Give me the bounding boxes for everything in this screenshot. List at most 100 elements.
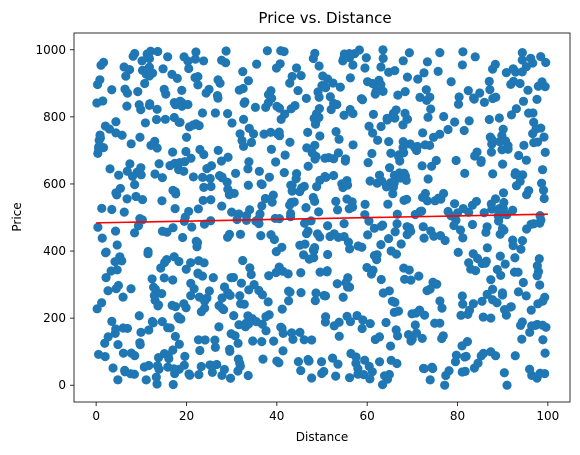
scatter-point	[400, 274, 410, 284]
scatter-point	[510, 351, 520, 361]
scatter-point	[345, 316, 356, 327]
scatter-point	[464, 305, 475, 315]
scatter-point	[274, 262, 284, 272]
scatter-point	[226, 329, 236, 339]
scatter-point	[239, 299, 249, 309]
scatter-point	[236, 278, 246, 288]
scatter-point	[125, 159, 135, 169]
scatter-point	[216, 156, 227, 166]
scatter-point	[210, 335, 220, 345]
scatter-point	[501, 68, 511, 78]
scatter-point	[384, 163, 395, 173]
scatter-point	[152, 104, 162, 114]
scatter-point	[412, 141, 422, 152]
scatter-point	[208, 273, 218, 283]
scatter-point	[499, 368, 509, 378]
scatter-point	[461, 351, 471, 361]
scatter-point	[308, 192, 318, 203]
scatter-point	[538, 335, 548, 345]
scatter-point	[540, 292, 550, 302]
scatter-point	[399, 195, 409, 205]
scatter-point	[532, 94, 542, 105]
scatter-point	[365, 374, 375, 384]
scatter-point	[418, 222, 428, 232]
scatter-point	[402, 72, 413, 82]
scatter-point	[446, 77, 456, 87]
scatter-point	[368, 109, 379, 119]
scatter-point	[499, 305, 510, 315]
scatter-point	[358, 315, 368, 325]
scatter-point	[110, 328, 120, 338]
scatter-point	[151, 372, 161, 382]
scatter-point	[451, 155, 461, 166]
scatter-point	[477, 296, 487, 306]
scatter-point	[246, 137, 257, 148]
scatter-point	[111, 188, 121, 198]
scatter-point	[310, 48, 320, 58]
scatter-point	[378, 220, 388, 230]
scatter-point	[239, 98, 249, 108]
scatter-point	[414, 305, 425, 315]
scatter-point	[127, 171, 138, 182]
scatter-point	[378, 53, 388, 63]
scatter-point	[316, 357, 327, 367]
scatter-point	[488, 169, 498, 179]
scatter-point	[213, 145, 223, 155]
scatter-point	[153, 46, 163, 57]
y-tick-label: 600	[43, 177, 66, 191]
scatter-point	[245, 205, 255, 215]
scatter-point	[344, 204, 354, 214]
scatter-point	[384, 67, 394, 77]
scatter-point	[257, 319, 267, 329]
scatter-point	[96, 60, 106, 70]
scatter-point	[150, 169, 160, 179]
scatter-point	[535, 368, 545, 378]
scatter-point	[443, 124, 453, 135]
scatter-point	[406, 336, 416, 346]
scatter-point	[458, 233, 468, 243]
scatter-point	[277, 304, 287, 314]
scatter-point	[264, 310, 274, 320]
scatter-point	[139, 362, 149, 372]
scatter-point	[365, 176, 375, 186]
scatter-point	[122, 194, 132, 204]
scatter-point	[118, 323, 128, 333]
scatter-point	[263, 90, 274, 100]
scatter-point	[487, 134, 497, 144]
scatter-point	[376, 80, 386, 90]
scatter-point	[363, 158, 373, 168]
scatter-point	[214, 322, 224, 332]
scatter-point	[235, 229, 246, 239]
scatter-point	[114, 170, 124, 180]
scatter-point	[170, 302, 181, 312]
scatter-point	[470, 151, 480, 161]
scatter-point	[382, 115, 392, 125]
scatter-point	[248, 129, 259, 139]
scatter-point	[537, 77, 547, 87]
scatter-point	[198, 195, 208, 206]
scatter-point	[396, 239, 406, 249]
scatter-point	[186, 153, 196, 163]
scatter-point	[422, 57, 433, 67]
scatter-point	[410, 209, 420, 220]
scatter-point	[323, 249, 333, 260]
scatter-point	[238, 141, 249, 151]
scatter-point	[278, 346, 288, 356]
scatter-point	[233, 354, 243, 364]
scatter-point	[322, 267, 332, 277]
scatter-point	[206, 181, 216, 192]
scatter-point	[136, 327, 146, 337]
scatter-point	[159, 273, 169, 283]
scatter-point	[515, 78, 525, 89]
scatter-point	[320, 291, 331, 301]
scatter-point	[301, 93, 311, 103]
scatter-point	[112, 240, 122, 250]
scatter-point	[324, 152, 334, 163]
scatter-point	[156, 263, 166, 273]
scatter-point	[435, 318, 445, 328]
scatter-point	[178, 232, 188, 243]
scatter-point	[398, 137, 408, 147]
scatter-point	[526, 219, 536, 229]
scatter-point	[335, 82, 345, 92]
